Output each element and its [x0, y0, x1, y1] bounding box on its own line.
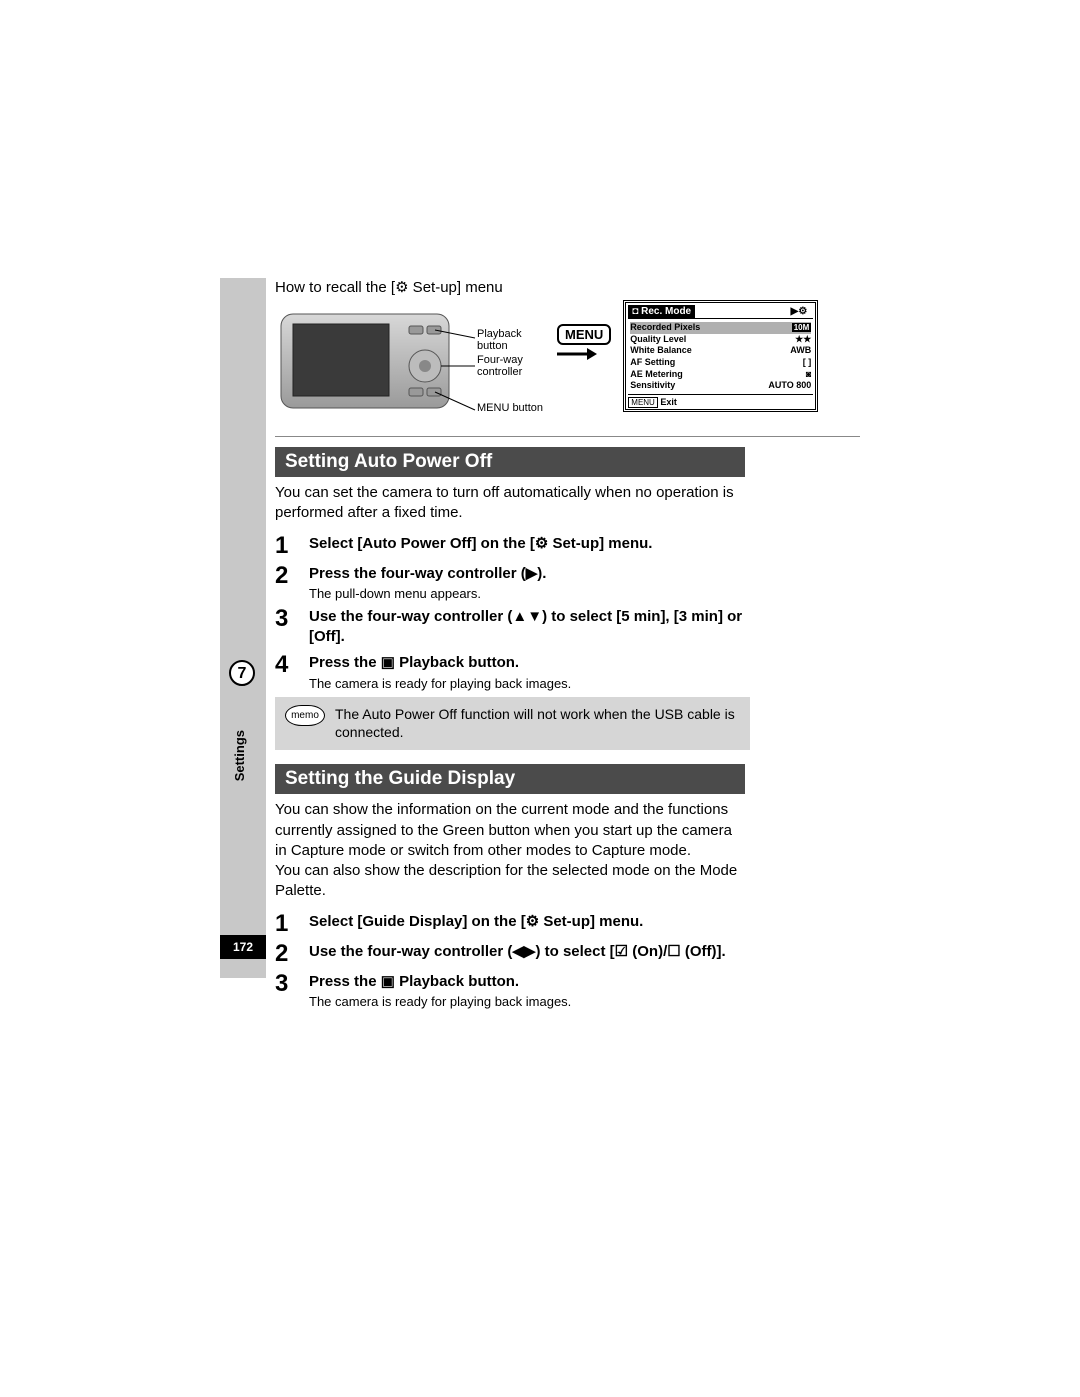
- lcd-row-label: Sensitivity: [630, 380, 675, 392]
- lcd-footer-label: Exit: [660, 397, 677, 407]
- callout-menu-button: MENU button: [477, 402, 557, 414]
- lcd-row-value: ◙: [806, 369, 811, 381]
- lcd-row-value: [ ]: [803, 357, 812, 369]
- recall-menu-line: How to recall the [⚙ Set-up] menu: [275, 278, 860, 296]
- lcd-row: Quality Level ★★: [630, 334, 811, 346]
- menu-arrow-group: MENU: [557, 300, 611, 363]
- lcd-row-value: 10M: [792, 322, 812, 334]
- callout-playback-button: Playback button: [477, 328, 537, 352]
- inline-icon: ⚙: [535, 535, 548, 552]
- step-subtext: The camera is ready for playing back ima…: [309, 994, 755, 1009]
- lcd-tabs: ◘ Rec. Mode ▶⚙: [628, 305, 813, 319]
- step-title: Use the four-way controller (◀▶) to sele…: [309, 942, 755, 962]
- step-body: Press the four-way controller (▶). The pu…: [309, 564, 755, 601]
- camera-icon: ◘: [632, 306, 638, 317]
- step-body: Press the ▣ Playback button. The camera i…: [309, 653, 755, 690]
- section-heading-guide-display: Setting the Guide Display: [275, 764, 745, 794]
- section1-steps: 1 Select [Auto Power Off] on the [⚙ Set-u…: [275, 534, 755, 691]
- lcd-footer: MENU Exit: [628, 394, 813, 407]
- lcd-body: Recorded Pixels10MQuality Level★★White B…: [628, 319, 813, 394]
- step-title: Select [Guide Display] on the [⚙ Set-up]…: [309, 912, 755, 932]
- lcd-row: AF Setting [ ]: [630, 357, 811, 369]
- lcd-tab-setup: ▶⚙: [695, 305, 813, 318]
- memo-text: The Auto Power Off function will not wor…: [335, 705, 740, 743]
- memo-box: memo The Auto Power Off function will no…: [275, 697, 750, 751]
- arrow-right-icon: [557, 346, 597, 362]
- inline-icon: ▣: [381, 973, 395, 990]
- diagram-row: Playback button Four-way controller MENU…: [275, 300, 860, 430]
- lcd-footer-menu-btn: MENU: [628, 397, 658, 408]
- divider: [275, 436, 860, 437]
- step: 2 Press the four-way controller (▶). The p…: [275, 564, 755, 601]
- lcd-row-label: Quality Level: [630, 334, 686, 346]
- inline-icon: ▣: [381, 654, 395, 671]
- step: 3 Use the four-way controller (▲▼) to sel…: [275, 607, 755, 648]
- section1-intro: You can set the camera to turn off autom…: [275, 483, 745, 524]
- step-body: Press the ▣ Playback button. The camera i…: [309, 972, 755, 1009]
- section2-intro: You can show the information on the curr…: [275, 800, 745, 901]
- chapter-number-circle: 7: [229, 660, 255, 686]
- step: 3 Press the ▣ Playback button. The camera …: [275, 972, 755, 1009]
- inline-icon: ▲▼: [512, 608, 542, 625]
- lcd-row-value: ★★: [795, 334, 811, 346]
- lcd-row: White Balance AWB: [630, 345, 811, 357]
- lcd-tab-rec-mode: ◘ Rec. Mode: [628, 305, 695, 318]
- step-body: Select [Auto Power Off] on the [⚙ Set-up…: [309, 534, 755, 558]
- lcd-row: Recorded Pixels 10M: [630, 322, 811, 334]
- inline-icon: ▶: [526, 565, 538, 582]
- section-heading-auto-power-off: Setting Auto Power Off: [275, 447, 745, 477]
- step-body: Use the four-way controller (◀▶) to sele…: [309, 942, 755, 966]
- inline-icon: ⚙: [526, 913, 539, 930]
- step-subtext: The pull-down menu appears.: [309, 586, 755, 601]
- lcd-row-label: AF Setting: [630, 357, 675, 369]
- memo-tag-label: memo: [285, 705, 325, 726]
- step-number: 3: [275, 607, 295, 648]
- lcd-row-value: AUTO 800: [768, 380, 811, 392]
- step-subtext: The camera is ready for playing back ima…: [309, 676, 755, 691]
- step-body: Select [Guide Display] on the [⚙ Set-up]…: [309, 912, 755, 936]
- step-number: 4: [275, 653, 295, 690]
- step-title: Use the four-way controller (▲▼) to sele…: [309, 607, 755, 648]
- lcd-row-value: AWB: [790, 345, 811, 357]
- camera-illustration: Playback button Four-way controller MENU…: [275, 300, 545, 420]
- setup-icon: ⚙: [395, 279, 408, 296]
- step: 1 Select [Auto Power Off] on the [⚙ Set-u…: [275, 534, 755, 558]
- menu-badge: MENU: [557, 324, 611, 345]
- step-number: 3: [275, 972, 295, 1009]
- text: Rec. Mode: [641, 306, 691, 317]
- step-number: 1: [275, 534, 295, 558]
- lcd-row: Sensitivity AUTO 800: [630, 380, 811, 392]
- step: 1 Select [Guide Display] on the [⚙ Set-up…: [275, 912, 755, 936]
- step: 4 Press the ▣ Playback button. The camera …: [275, 653, 755, 690]
- memo-tag: memo: [285, 705, 325, 726]
- section2-steps: 1 Select [Guide Display] on the [⚙ Set-up…: [275, 912, 755, 1009]
- lcd-row-label: AE Metering: [630, 369, 683, 381]
- lcd-row-label: Recorded Pixels: [630, 322, 700, 334]
- step-title: Press the four-way controller (▶).: [309, 564, 755, 584]
- step-title: Select [Auto Power Off] on the [⚙ Set-up…: [309, 534, 755, 554]
- step-number: 2: [275, 564, 295, 601]
- chapter-label: Settings: [232, 730, 247, 781]
- inline-icon: ◀▶: [512, 943, 535, 960]
- page-number: 172: [220, 935, 266, 959]
- step-title: Press the ▣ Playback button.: [309, 972, 755, 992]
- lcd-row: AE Metering ◙: [630, 369, 811, 381]
- step-number: 1: [275, 912, 295, 936]
- step-title: Press the ▣ Playback button.: [309, 653, 755, 673]
- step: 2 Use the four-way controller (◀▶) to sel…: [275, 942, 755, 966]
- step-number: 2: [275, 942, 295, 966]
- callout-fourway-controller: Four-way controller: [477, 354, 547, 378]
- step-body: Use the four-way controller (▲▼) to sele…: [309, 607, 755, 648]
- lcd-row-label: White Balance: [630, 345, 692, 357]
- lcd-menu-preview: ◘ Rec. Mode ▶⚙ Recorded Pixels10MQuality…: [623, 300, 818, 412]
- text: Set-up] menu: [409, 279, 503, 296]
- text: How to recall the [: [275, 279, 395, 296]
